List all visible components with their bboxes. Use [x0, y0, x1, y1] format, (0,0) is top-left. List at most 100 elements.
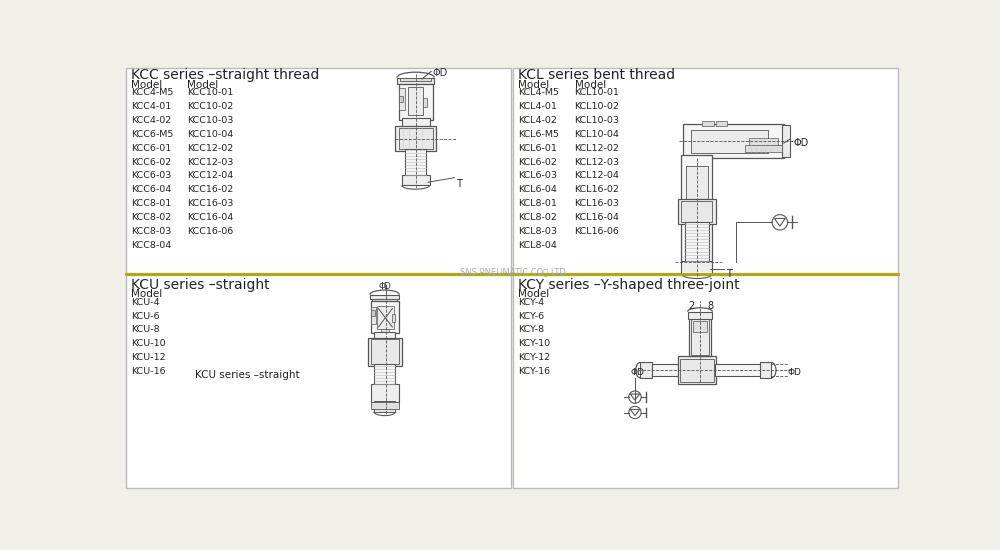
Text: KCC8-04: KCC8-04 — [131, 241, 171, 250]
Bar — [399, 128, 433, 149]
Bar — [689, 318, 711, 356]
Bar — [686, 166, 708, 258]
Bar — [678, 199, 716, 224]
Text: KCL8-04: KCL8-04 — [518, 241, 557, 250]
Text: KCU-10: KCU-10 — [131, 339, 166, 348]
Bar — [640, 362, 652, 378]
Bar — [126, 274, 511, 488]
Bar — [681, 155, 712, 262]
Bar — [678, 356, 716, 384]
Text: D: D — [383, 282, 390, 292]
Bar — [681, 261, 712, 274]
Bar — [408, 87, 423, 114]
Bar — [381, 328, 388, 335]
Text: KCC8-03: KCC8-03 — [131, 227, 172, 236]
Bar — [688, 312, 712, 320]
Text: KCL10-01: KCL10-01 — [574, 89, 619, 97]
Bar — [399, 96, 403, 102]
Bar — [400, 78, 431, 81]
Text: KCL12-02: KCL12-02 — [574, 144, 619, 153]
Text: ΦD: ΦD — [788, 368, 802, 377]
Text: KCC4-M5: KCC4-M5 — [131, 89, 174, 97]
Text: KCL16-06: KCL16-06 — [574, 227, 619, 236]
Bar — [680, 359, 714, 382]
Bar — [749, 139, 778, 145]
Text: Model: Model — [518, 289, 549, 299]
Text: T: T — [456, 179, 462, 189]
Text: KCY-10: KCY-10 — [518, 339, 550, 348]
Bar — [397, 78, 434, 84]
Bar — [371, 403, 399, 409]
Text: ΦD: ΦD — [433, 68, 448, 78]
Bar — [371, 307, 376, 324]
Text: KCL12-04: KCL12-04 — [574, 172, 619, 180]
Bar — [395, 126, 436, 151]
Text: KCY series –Y-shaped three-joint: KCY series –Y-shaped three-joint — [518, 278, 740, 292]
Text: KCU-16: KCU-16 — [131, 367, 166, 376]
Bar — [691, 130, 768, 153]
Text: KCU series –straight: KCU series –straight — [195, 370, 299, 380]
Text: KCL16-03: KCL16-03 — [574, 199, 620, 208]
Bar — [693, 321, 707, 332]
Text: KCL6-01: KCL6-01 — [518, 144, 557, 153]
Text: KCL4-M5: KCL4-M5 — [518, 89, 559, 97]
Text: KCC16-06: KCC16-06 — [187, 227, 233, 236]
Text: KCL10-04: KCL10-04 — [574, 130, 619, 139]
Text: KCC12-02: KCC12-02 — [187, 144, 233, 153]
Bar — [512, 274, 898, 488]
Text: KCL10-02: KCL10-02 — [574, 102, 619, 111]
Text: KCC6-02: KCC6-02 — [131, 158, 171, 167]
Text: KCC8-01: KCC8-01 — [131, 199, 171, 208]
Text: KCC16-03: KCC16-03 — [187, 199, 233, 208]
Circle shape — [772, 214, 788, 230]
Text: KCC6-01: KCC6-01 — [131, 144, 171, 153]
Text: KCU series –straight: KCU series –straight — [131, 278, 270, 292]
Bar — [652, 364, 679, 376]
Text: 2: 2 — [688, 301, 695, 311]
Circle shape — [400, 104, 406, 110]
Text: KCL6-02: KCL6-02 — [518, 158, 557, 167]
Text: KCC6-M5: KCC6-M5 — [131, 130, 174, 139]
Bar — [402, 118, 430, 128]
Bar — [399, 84, 433, 120]
Text: KCL6-04: KCL6-04 — [518, 185, 557, 194]
Bar — [374, 364, 395, 386]
Text: KCL series bent thread: KCL series bent thread — [518, 68, 675, 82]
Text: KCL6-03: KCL6-03 — [518, 172, 557, 180]
Text: KCL16-04: KCL16-04 — [574, 213, 619, 222]
Bar — [423, 97, 427, 107]
Text: KCU-4: KCU-4 — [131, 298, 160, 307]
Circle shape — [629, 391, 641, 403]
Text: KCL4-01: KCL4-01 — [518, 102, 557, 111]
Bar — [374, 401, 395, 412]
Text: SNS PNEUMATIC CO。 LTD: SNS PNEUMATIC CO。 LTD — [460, 268, 565, 277]
Bar — [371, 310, 375, 316]
Text: KCC10-03: KCC10-03 — [187, 116, 233, 125]
Text: Model: Model — [187, 80, 218, 90]
Text: KCC10-02: KCC10-02 — [187, 102, 233, 111]
Text: KCL4-02: KCL4-02 — [518, 116, 557, 125]
Text: KCC16-02: KCC16-02 — [187, 185, 233, 194]
Text: KCY-16: KCY-16 — [518, 367, 550, 376]
Bar — [405, 149, 426, 176]
Text: KCL8-01: KCL8-01 — [518, 199, 557, 208]
Bar — [371, 339, 399, 364]
Bar — [377, 306, 394, 329]
Text: KCL10-03: KCL10-03 — [574, 116, 620, 125]
Text: KCU-6: KCU-6 — [131, 312, 160, 321]
Text: KCU-8: KCU-8 — [131, 326, 160, 334]
Text: KCL6-M5: KCL6-M5 — [518, 130, 559, 139]
Bar — [126, 68, 511, 273]
Text: KCC12-03: KCC12-03 — [187, 158, 233, 167]
Text: 8: 8 — [708, 301, 714, 311]
Text: KCC series –straight thread: KCC series –straight thread — [131, 68, 320, 82]
Text: KCL8-02: KCL8-02 — [518, 213, 557, 222]
Bar — [372, 299, 397, 303]
Circle shape — [629, 406, 641, 419]
Text: KCY-6: KCY-6 — [518, 312, 544, 321]
Bar — [681, 201, 712, 222]
Bar — [399, 89, 405, 110]
Bar — [691, 320, 709, 355]
Text: T: T — [726, 268, 732, 278]
Text: Φ: Φ — [378, 282, 385, 292]
